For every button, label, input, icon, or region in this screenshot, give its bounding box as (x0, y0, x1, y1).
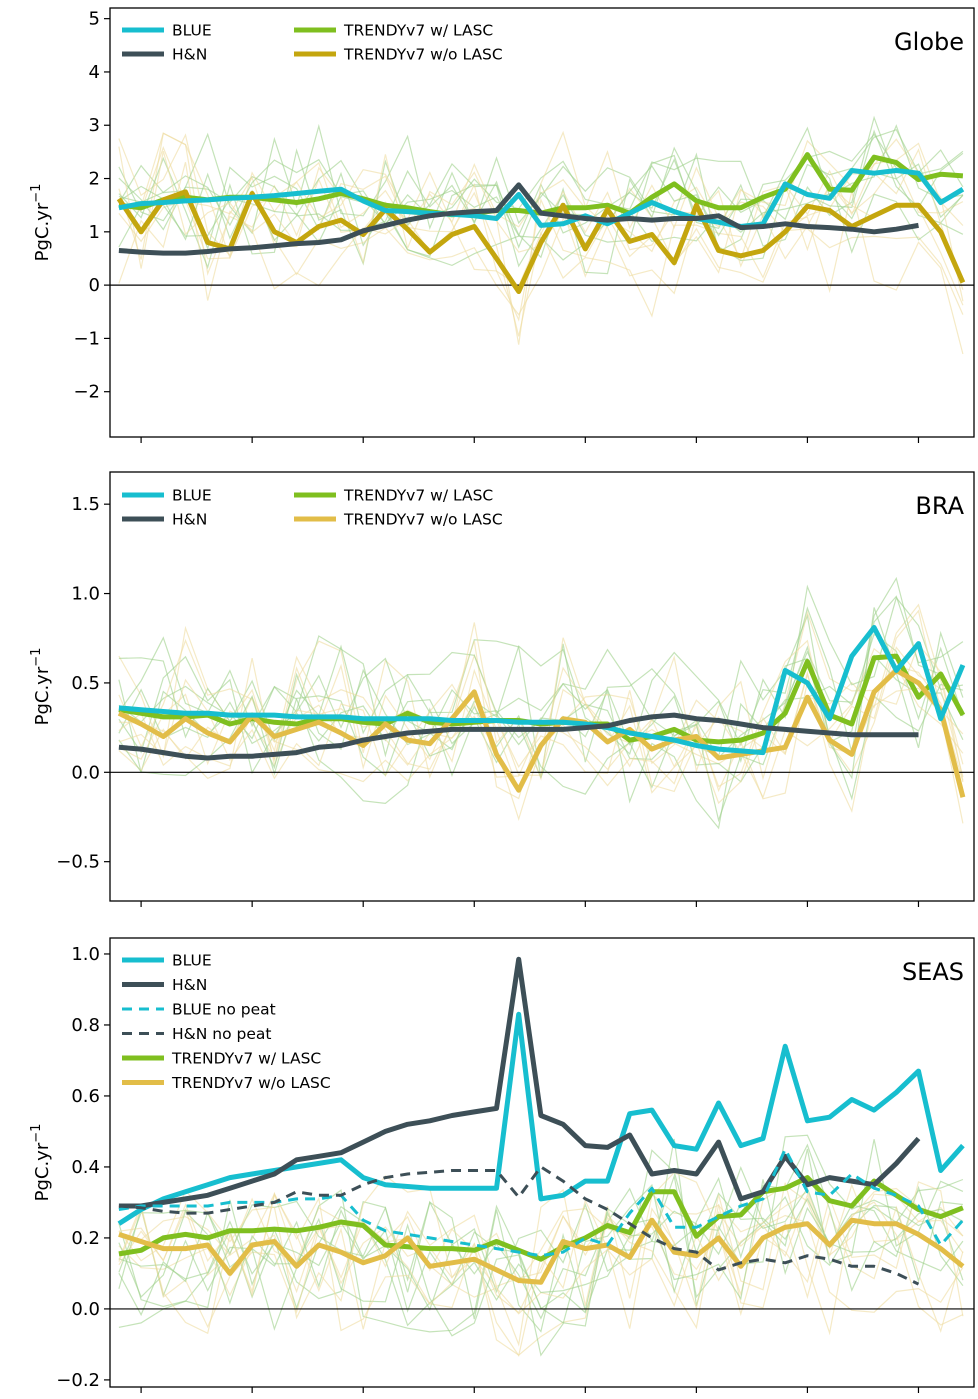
panel-title: Globe (894, 28, 964, 56)
y-axis-label-exponent: −1 (29, 648, 44, 667)
legend-label: TRENDYv7 w/ LASC (171, 1050, 321, 1068)
legend-label: BLUE (172, 952, 212, 970)
y-axis-label-exponent: −1 (29, 1124, 44, 1143)
ensemble-model-line (118, 146, 964, 275)
y-tick-label: −2 (73, 382, 100, 403)
y-tick-label: 3 (89, 115, 100, 136)
y-tick-label: 0.0 (71, 1299, 100, 1320)
y-tick-label: −0.2 (56, 1370, 100, 1391)
series-line-blue (117, 1011, 965, 1226)
series-line-h-n (118, 712, 919, 761)
y-axis-label-exponent: −1 (29, 184, 44, 203)
ensemble-model-line (118, 1143, 964, 1357)
legend-label: TRENDYv7 w/o LASC (171, 1074, 331, 1092)
legend-label: TRENDYv7 w/ LASC (343, 487, 493, 505)
y-tick-label: 1 (89, 222, 100, 243)
plot-frame (109, 471, 975, 902)
series-line-trendyv7-w-o-lasc (116, 189, 966, 294)
y-axis-label: PgC.yr−1 (29, 1124, 53, 1202)
y-tick-label: 0.8 (71, 1015, 100, 1036)
x-tick-label: 1995 (451, 1396, 497, 1399)
y-axis-label: PgC.yr−1 (29, 184, 53, 262)
y-tick-label: 4 (89, 62, 100, 83)
x-tick-label: 2000 (562, 1396, 608, 1399)
legend-label: H&N no peat (172, 1025, 271, 1043)
series-line-trendyv7-w-o-lasc (117, 667, 966, 798)
series-line-trendyv7-w-o-lasc (118, 1217, 965, 1285)
x-tick-label: 1980 (118, 1396, 164, 1399)
legend-label: TRENDYv7 w/o LASC (343, 511, 503, 529)
y-axis-label-base: PgC.yr (32, 666, 53, 725)
y-tick-label: −0.5 (56, 852, 100, 873)
y-axis-label-base: PgC.yr (32, 202, 53, 261)
y-axis-label: PgC.yr−1 (29, 648, 53, 726)
legend-label: H&N (172, 976, 207, 994)
y-tick-label: 0.0 (71, 762, 100, 783)
panel-seas: −0.2 0.0 0.2 0.4 0.6 0.8 1.0 1980 1985 1990 1995 20… (29, 937, 975, 1399)
plot-area (110, 115, 974, 355)
y-tick-label: 1.5 (71, 494, 100, 515)
y-tick-label: 0 (89, 275, 100, 296)
x-tick-label: 1985 (229, 1396, 275, 1399)
series-line-h-n (118, 956, 921, 1209)
y-tick-label: 1.0 (71, 584, 100, 605)
panel-title: SEAS (902, 958, 964, 986)
ensemble-model-line (118, 584, 964, 764)
series-line-blue (118, 625, 966, 756)
legend-label: TRENDYv7 w/o LASC (343, 46, 503, 64)
y-tick-label: 1.0 (71, 944, 100, 965)
x-tick-label: 2010 (785, 1396, 831, 1399)
y-tick-label: 2 (89, 169, 100, 190)
ensemble-model-line (118, 1134, 964, 1333)
series-line-blue (118, 168, 965, 229)
y-tick-label: 0.5 (71, 673, 100, 694)
y-tick-label: 5 (89, 9, 100, 30)
x-tick-label: 2005 (673, 1396, 719, 1399)
plot-frame (109, 937, 975, 1388)
legend-label: H&N (172, 46, 207, 64)
ensemble-model-line (118, 146, 964, 290)
panel-title: BRA (915, 492, 964, 520)
series-line-blue-no-peat (118, 1147, 965, 1258)
y-tick-label: 0.6 (71, 1086, 100, 1107)
legend-label: BLUE no peat (172, 1001, 276, 1019)
ensemble-model-line (118, 132, 964, 322)
legend-label: BLUE (172, 22, 212, 40)
ensemble-model-line (118, 162, 964, 355)
y-tick-label: 0.4 (71, 1157, 100, 1178)
x-tick-label: 2015 (896, 1396, 942, 1399)
x-tick-label: 1990 (340, 1396, 386, 1399)
y-tick-label: −1 (73, 328, 100, 349)
plot-area (110, 576, 974, 830)
plot-area (110, 956, 974, 1357)
ensemble-model-line (118, 1171, 964, 1347)
ensemble-model-line (118, 1149, 964, 1294)
plot-frame (109, 7, 975, 438)
series-line-h-n (118, 182, 919, 256)
y-axis-label-base: PgC.yr (32, 1142, 53, 1201)
legend-label: BLUE (172, 487, 212, 505)
series-line-h-n-no-peat (118, 1165, 920, 1286)
y-tick-label: 0.2 (71, 1228, 100, 1249)
panel-bra: −0.5 0.0 0.5 1.0 1.5 PgC.yr−1 BRA BLUE H&N TRENDY… (29, 471, 975, 907)
legend-label: TRENDYv7 w/ LASC (343, 22, 493, 40)
ensemble-model-line (118, 650, 964, 760)
legend-label: H&N (172, 511, 207, 529)
